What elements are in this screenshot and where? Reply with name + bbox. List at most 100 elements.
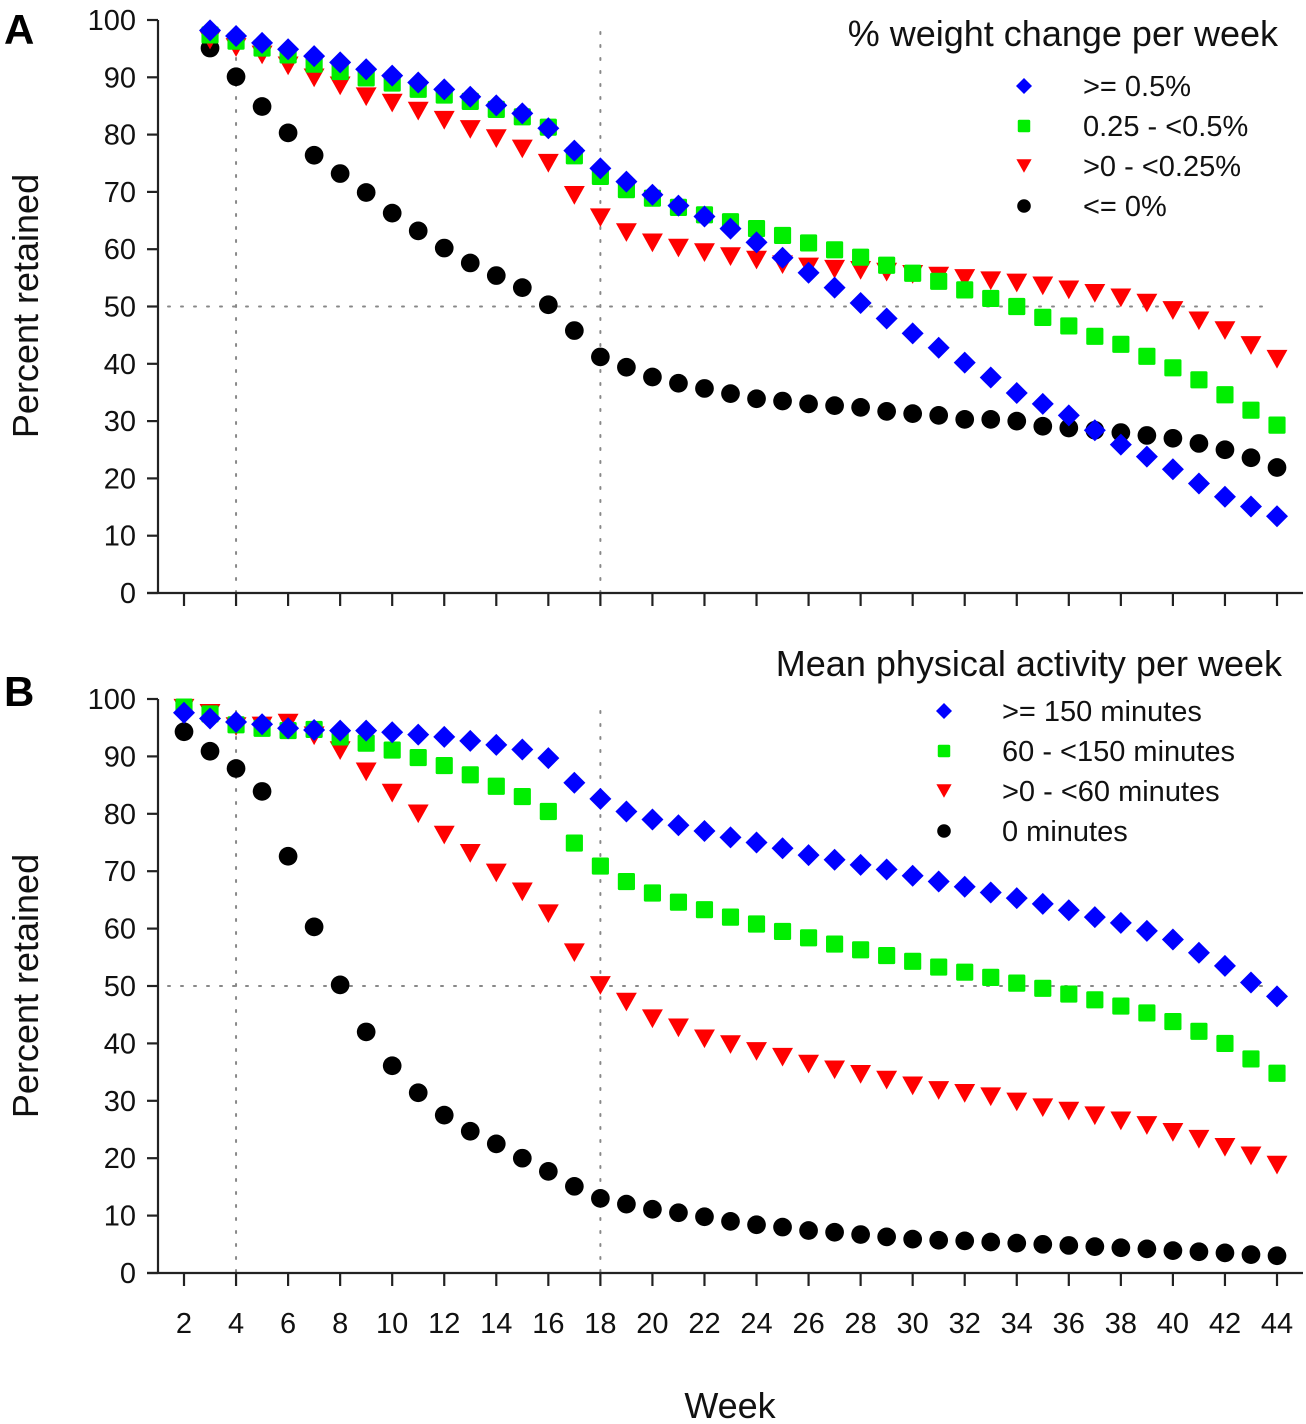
panel-b-data-point [982,968,1000,986]
panel-b-data-point [824,1060,846,1080]
panel-b-data-point [901,864,924,887]
panel-a-data-point [1008,297,1026,316]
panel-b-x-tick-label: 18 [584,1308,616,1340]
panel-b-data-point [1162,1123,1184,1142]
panel-b-x-tick-label: 30 [897,1308,929,1340]
panel-a-data-point [329,76,351,96]
panel-b-y-tick-label: 90 [104,741,136,773]
panel-b-data-point [747,915,766,933]
panel-b-data-point [721,1211,740,1231]
panel-a-data-point [1216,386,1234,404]
panel-a-data-point [485,129,507,148]
panel-b-data-point [1164,1013,1182,1031]
panel-b-y-tick-label: 60 [104,914,136,946]
panel-a-data-point [537,153,559,173]
panel-b-data-point [1136,1116,1158,1135]
panel-a-data-point [1007,411,1027,431]
panel-a-y-tick-label: 100 [88,5,136,37]
panel-a-data-point [1058,280,1080,300]
panel-a-legend-label: >= 0.5% [1083,71,1191,103]
panel-a-data-point [694,243,715,262]
panel-a-data-point [641,233,663,253]
panel-a-reference-lines [167,31,1268,594]
panel-a-data-point [434,238,454,258]
panel-a-data-point [875,307,898,330]
panel-b-data-point [615,800,638,823]
panel-b-legend-marker-triangle-down [936,784,952,798]
panel-a-data-point [591,347,610,367]
panel-b-data-point [669,1203,688,1223]
panel-a-data-point [904,264,922,282]
panel-a-y-tick-label: 80 [104,120,136,152]
panel-b-legend-title: Mean physical activity per week [776,643,1283,684]
panel-a-series-triangle-down [199,30,1288,369]
panel-b-data-point [1033,1234,1053,1254]
panel-b-x-tick-label: 24 [740,1308,772,1340]
panel-a-series-circle [200,38,1287,477]
panel-b-data-point [695,901,714,919]
panel-b-data-point [798,1054,820,1074]
panel-b-data-point [1083,906,1106,929]
panel-b-data-point [850,1065,872,1084]
panel-a-data-point [565,321,584,340]
panel-b-data-point [511,882,533,902]
panel-b-data-point [408,1083,428,1103]
panel-a-data-point [1188,311,1210,331]
panel-b-data-point [538,1162,558,1181]
panel-a-data-point [1242,401,1260,419]
panel-b-y-tick-label: 30 [104,1086,136,1118]
panel-a-data-point [745,231,768,254]
panel-b-legend-label: 60 - <150 minutes [1002,736,1235,768]
panel-a-x-ticks [182,593,1279,606]
panel-b-data-point [746,1042,767,1061]
panel-a-data-point [1031,392,1054,415]
panel-a-data-point [617,357,636,377]
panel-b-x-tick-label: 20 [636,1308,668,1340]
panel-a-letter: A [4,6,34,53]
panel-b-data-point [1214,1137,1236,1157]
panel-b-data-point [1109,911,1132,934]
panel-b-data-point [1110,1111,1132,1131]
panel-b-data-point [667,814,690,837]
panel-b-data-point [956,963,974,981]
panel-b-data-point [695,1207,714,1227]
panel-b-data-point [563,943,585,963]
panel-b-x-tick-label: 4 [228,1308,244,1340]
panel-b-data-point [329,719,352,742]
panel-b-data-point [772,1047,793,1067]
panel-a-legend-marker-triangle-down [1016,159,1032,173]
panel-a-data-point [538,295,558,315]
panel-a-data-point [1266,349,1288,369]
panel-b-data-point [459,844,481,863]
panel-a-data-point [486,266,506,285]
panel-b-data-point [511,738,534,761]
panel-b-series-triangle-down [173,698,1288,1175]
panel-a-data-point [433,78,456,101]
panel-b-x-tick-label: 40 [1157,1308,1189,1340]
panel-b-x-tick-label: 44 [1261,1308,1293,1340]
panel-b-data-point [357,734,375,752]
panel-b-data-point [278,846,298,866]
panel-a-data-point [251,31,274,54]
panel-b-data-point [1268,1064,1286,1082]
panel-b-data-point [823,848,846,871]
panel-b-data-point [955,1231,975,1251]
panel-a-data-point [641,183,664,206]
panel-b-data-point [1084,1106,1106,1126]
panel-a-data-point [747,389,766,409]
panel-a-y-tick-label: 50 [104,292,136,324]
panel-b-data-point [433,825,455,845]
panel-b-data-point [1111,1238,1131,1258]
panel-b-data-point [1005,887,1028,910]
panel-b-data-point [1031,892,1054,915]
panel-b-data-point [329,741,351,761]
panel-a-data-point [1034,308,1052,326]
panel-b-data-point [1239,971,1262,994]
panel-b-data-point [903,1229,923,1249]
panel-b-x-tick-label: 2 [176,1308,192,1340]
panel-b-x-ticks: 2 4 6 8 10 12 14 16 18 20 22 24 26 28 30 32 34 36 38 40 42 44 [176,1273,1293,1340]
panel-a-data-point [1268,416,1286,434]
panel-b-data-point [304,917,324,937]
panel-a-data-point [1162,301,1184,320]
panel-b-data-point [1189,1242,1209,1262]
